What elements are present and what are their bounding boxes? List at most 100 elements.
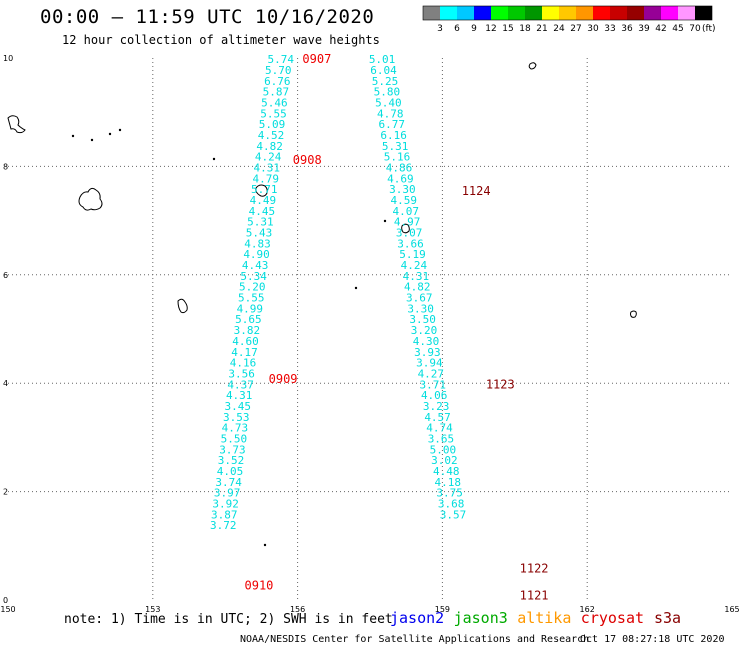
generation-timestamp: Oct 17 08:27:18 UTC 2020 [580, 634, 725, 645]
track-value-label: 5.50 [221, 432, 248, 445]
track-value-label: 4.57 [424, 411, 451, 424]
track-value-label: 4.59 [391, 194, 418, 207]
track-value-label: 5.00 [430, 443, 457, 456]
track-value-label: 4.49 [250, 194, 277, 207]
satellite-label-s3a: s3a [654, 609, 682, 627]
y-tick-label: 2 [3, 488, 8, 497]
track-value-label: 3.02 [431, 454, 458, 467]
islet-dot [118, 128, 122, 132]
legend-bin-label: 33 [604, 24, 615, 34]
track-value-label: 4.69 [387, 172, 414, 185]
track-value-label: 4.37 [227, 378, 254, 391]
legend-swatch [695, 6, 712, 20]
chart-title: 00:00 — 11:59 UTC 10/16/2020 [40, 6, 375, 28]
track-value-label: 6.04 [370, 64, 397, 77]
x-tick-label: 156 [290, 605, 305, 614]
pass-time-label: 1124 [462, 184, 491, 198]
track-value-label: 5.55 [238, 292, 265, 305]
island-outline [177, 298, 188, 314]
track-value-label: 5.20 [239, 281, 266, 294]
legend-swatch [559, 6, 576, 20]
pass-time-label: 0908 [293, 153, 322, 167]
track-value-label: 4.48 [433, 465, 460, 478]
track-value-label: 3.71 [419, 378, 446, 391]
track-value-label: 5.01 [369, 53, 396, 66]
color-legend: 3 6 9 12 15 18 21 24 27 30 33 36 39 42 45 70 (ft) [422, 5, 716, 34]
legend-swatch [440, 6, 457, 20]
satellite-label-altika: altika [517, 609, 572, 627]
track-value-label: 3.30 [389, 183, 416, 196]
island-outline [401, 223, 410, 234]
track-value-label: 3.72 [210, 519, 237, 532]
legend-swatch [576, 6, 593, 20]
track-value-label: 3.20 [411, 324, 438, 337]
track-value-label: 4.82 [404, 281, 431, 294]
track-value-label: 3.53 [223, 411, 250, 424]
track-value-label: 3.68 [438, 498, 465, 511]
legend-bin-label: 70 [689, 24, 701, 34]
track-value-label: 4.83 [244, 237, 271, 250]
legend-swatch [542, 6, 559, 20]
track-value-label: 3.94 [416, 357, 443, 370]
track-value-label: 5.74 [267, 53, 294, 66]
track-value-label: 3.23 [423, 400, 450, 413]
legend-swatch [474, 6, 491, 20]
chart-subtitle: 12 hour collection of altimeter wave hei… [62, 33, 380, 47]
pass-time-label: 1121 [520, 589, 549, 603]
track-value-label: 4.31 [253, 161, 280, 174]
track-value-label: 3.65 [428, 432, 455, 445]
island-outline [528, 62, 537, 70]
track-value-label: 4.82 [256, 140, 283, 153]
track-value-label: 4.07 [392, 205, 419, 218]
x-tick-label: 150 [0, 605, 15, 614]
wave-height-values: 5.745.706.765.875.465.555.094.524.824.24… [210, 53, 466, 532]
track-value-label: 4.24 [255, 151, 282, 164]
legend-swatch [627, 6, 644, 20]
legend-bin-label: 12 [485, 24, 496, 34]
legend-swatch [508, 6, 525, 20]
track-value-label: 3.56 [228, 367, 255, 380]
track-value-label: 3.30 [407, 302, 434, 315]
pass-time-label: 0907 [302, 52, 331, 66]
track-value-label: 5.46 [261, 96, 288, 109]
track-value-label: 4.60 [232, 335, 259, 348]
track-value-label: 4.78 [377, 107, 404, 120]
track-value-label: 4.99 [237, 302, 264, 315]
satellite-label-cryosat: cryosat [580, 609, 645, 627]
track-value-label: 3.45 [224, 400, 251, 413]
x-tick-label: 162 [580, 605, 595, 614]
track-value-label: 4.97 [394, 216, 421, 229]
track-value-label: 4.43 [242, 259, 269, 272]
track-value-label: 3.67 [406, 292, 433, 305]
track-value-label: 3.97 [214, 487, 241, 500]
track-value-label: 4.45 [249, 205, 276, 218]
legend-bin-label: 3 [437, 24, 443, 34]
grid-lines [8, 58, 732, 600]
track-value-label: 5.34 [240, 270, 267, 283]
track-value-label: 4.27 [418, 367, 445, 380]
x-tick-label: 153 [145, 605, 160, 614]
y-tick-label: 4 [3, 379, 8, 388]
track-value-label: 4.74 [426, 422, 453, 435]
legend-swatch [491, 6, 508, 20]
legend-swatch [661, 6, 678, 20]
track-value-label: 4.16 [230, 357, 257, 370]
track-value-label: 3.07 [396, 227, 423, 240]
track-value-label: 3.75 [436, 487, 463, 500]
islet-dot [108, 132, 112, 136]
legend-swatch [644, 6, 661, 20]
track-value-label: 5.80 [374, 86, 401, 99]
y-tick-label: 8 [3, 162, 8, 171]
track-value-label: 5.31 [382, 140, 409, 153]
legend-bin-label: 27 [570, 24, 581, 34]
islet-dot [212, 157, 216, 161]
x-tick-label: 165 [724, 605, 739, 614]
pass-time-label: 1123 [486, 377, 515, 391]
island-outline [7, 115, 26, 134]
legend-bin-label: 45 [672, 24, 683, 34]
legend-swatch [423, 6, 440, 20]
y-tick-label: 6 [3, 271, 8, 280]
y-tick-label: 10 [3, 54, 13, 63]
legend-bin-label: 30 [587, 24, 599, 34]
